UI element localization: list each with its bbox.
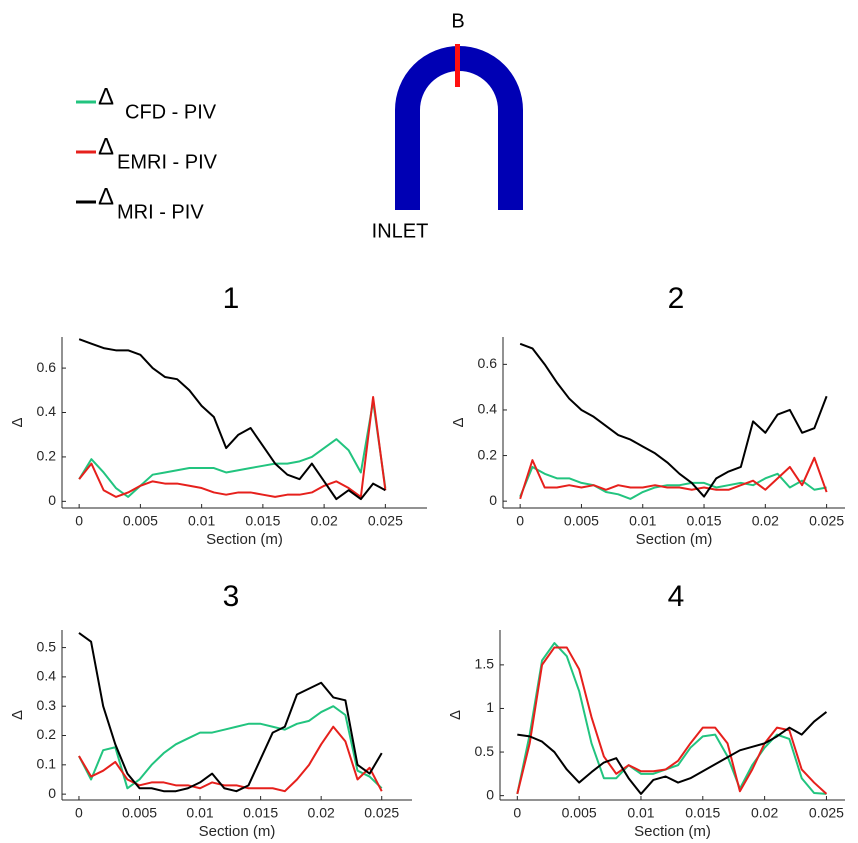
x-tick-label: 0.01 xyxy=(627,805,654,821)
x-tick-label: 0 xyxy=(516,513,524,529)
y-axis-label: Δ xyxy=(9,710,26,720)
y-tick-label: 0.6 xyxy=(478,355,498,371)
legend-symbol: Δ xyxy=(98,183,114,210)
y-tick-label: 0.2 xyxy=(37,448,57,464)
x-tick-label: 0.025 xyxy=(809,513,844,529)
data-line xyxy=(78,400,387,498)
data-line xyxy=(78,395,387,498)
x-tick-label: 0.01 xyxy=(188,513,215,529)
data-line xyxy=(519,342,828,498)
y-tick-label: 0.4 xyxy=(37,403,57,419)
x-tick-label: 0.02 xyxy=(752,513,779,529)
y-tick-label: 0.6 xyxy=(37,359,57,375)
inlet-label: INLET xyxy=(372,220,429,242)
x-axis-label: Section (m) xyxy=(636,531,713,548)
data-line xyxy=(517,711,828,795)
x-axis-label: Section (m) xyxy=(634,823,711,840)
x-axis-label: Section (m) xyxy=(199,823,276,840)
panel-title: 3 xyxy=(223,580,240,613)
legend-symbol: Δ xyxy=(98,133,114,160)
y-axis-label: Δ xyxy=(9,417,26,427)
x-tick-label: 0.025 xyxy=(364,805,399,821)
y-tick-label: 0.5 xyxy=(475,743,495,759)
x-tick-label: 0.02 xyxy=(751,805,778,821)
y-tick-label: 0.3 xyxy=(37,697,57,713)
panel-title: 1 xyxy=(223,282,240,315)
x-tick-label: 0.025 xyxy=(368,513,403,529)
data-line xyxy=(78,705,383,790)
panel-title: 2 xyxy=(668,282,685,315)
y-tick-label: 0.4 xyxy=(37,668,57,684)
x-tick-label: 0 xyxy=(513,805,521,821)
y-tick-label: 0.1 xyxy=(37,756,57,772)
x-tick-label: 0 xyxy=(75,805,83,821)
x-tick-label: 0 xyxy=(75,513,83,529)
section-marker xyxy=(455,44,460,87)
y-tick-label: 1.5 xyxy=(475,656,495,672)
x-tick-label: 0.005 xyxy=(123,513,158,529)
y-tick-label: 0.5 xyxy=(37,638,57,654)
data-line xyxy=(516,646,828,795)
x-tick-label: 0.01 xyxy=(629,513,656,529)
data-line xyxy=(519,456,828,500)
section-label: B xyxy=(451,10,464,32)
x-tick-label: 0.01 xyxy=(186,805,213,821)
x-tick-label: 0.015 xyxy=(243,805,278,821)
y-tick-label: 0.4 xyxy=(478,401,498,417)
y-tick-label: 0 xyxy=(48,492,56,508)
x-axis-label: Section (m) xyxy=(206,531,283,548)
data-line xyxy=(78,632,383,793)
y-tick-label: 0 xyxy=(486,786,494,802)
x-tick-label: 0.02 xyxy=(308,805,335,821)
data-line xyxy=(78,338,386,501)
y-tick-label: 0.2 xyxy=(478,446,498,462)
x-tick-label: 0.02 xyxy=(310,513,337,529)
legend-label: MRI - PIV xyxy=(117,201,204,223)
panel-title: 4 xyxy=(668,580,685,613)
x-tick-label: 0.025 xyxy=(809,805,844,821)
x-tick-label: 0.005 xyxy=(564,513,599,529)
x-tick-label: 0.005 xyxy=(562,805,597,821)
x-tick-label: 0.015 xyxy=(687,513,722,529)
data-line xyxy=(516,642,827,795)
x-tick-label: 0.015 xyxy=(245,513,280,529)
legend-label: CFD - PIV xyxy=(125,101,217,123)
data-line xyxy=(78,725,383,793)
legend-symbol: Δ xyxy=(98,83,114,110)
y-tick-label: 0.2 xyxy=(37,726,57,742)
x-tick-label: 0.015 xyxy=(685,805,720,821)
legend-label: EMRI - PIV xyxy=(117,151,218,173)
y-axis-label: Δ xyxy=(450,417,467,427)
data-line xyxy=(519,465,827,500)
y-tick-label: 0 xyxy=(489,492,497,508)
y-tick-label: 0 xyxy=(48,785,56,801)
y-tick-label: 1 xyxy=(486,699,494,715)
x-tick-label: 0.005 xyxy=(122,805,157,821)
y-axis-label: Δ xyxy=(447,710,464,720)
